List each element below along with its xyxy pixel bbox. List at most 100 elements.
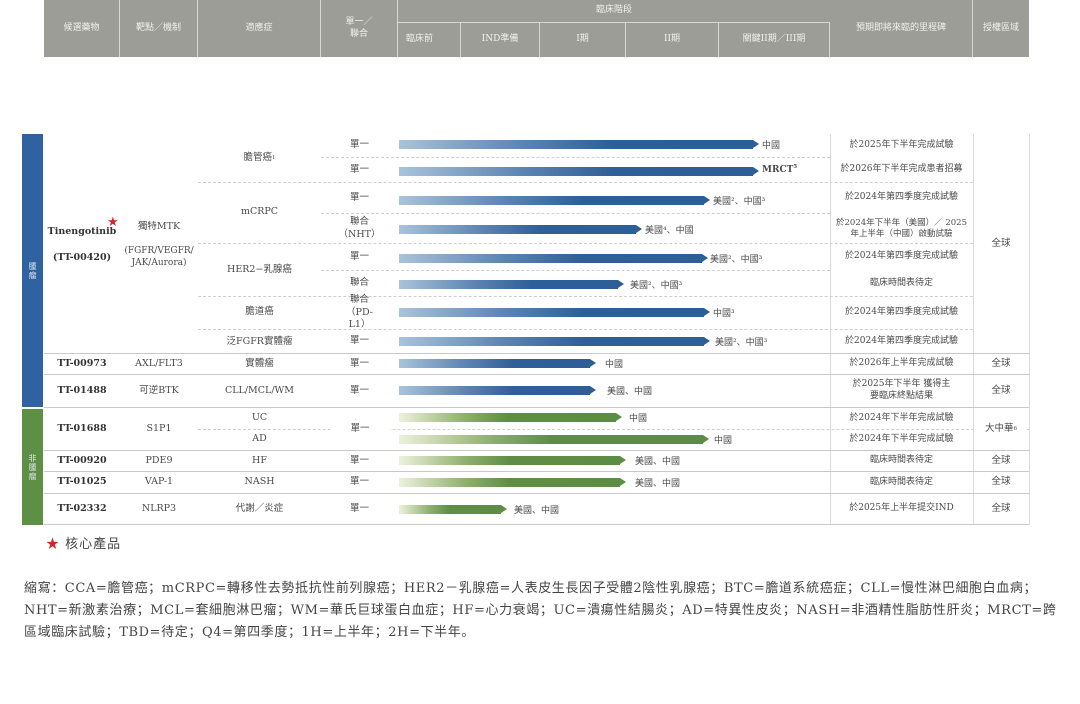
progress-bar xyxy=(399,413,622,422)
progress-bar xyxy=(399,167,759,176)
progress-bar xyxy=(399,456,626,465)
bar-label: 中國 xyxy=(629,414,648,424)
mode: 單一 xyxy=(349,357,369,369)
indication: 實體瘤 xyxy=(245,357,274,369)
candidate-code: TT-02332 xyxy=(57,502,107,514)
milestone: 於2026年上半年完成試驗 xyxy=(849,358,954,369)
bar-label: 美國、中國 xyxy=(635,457,681,467)
mode: 單一 xyxy=(349,502,369,514)
legend-label: 核心產品 xyxy=(65,537,122,552)
bar-label: 中國 xyxy=(605,360,624,370)
target: VAP-1 xyxy=(144,476,174,488)
mode: 單一 xyxy=(349,191,369,203)
milestone: 於2024年第四季度完成試驗 xyxy=(845,192,958,203)
mode: 聯合（PD-L1） xyxy=(346,294,373,331)
header-milestone: 預期即將來臨的里程碑 xyxy=(830,0,973,57)
bar-label: 美國、中國 xyxy=(607,387,653,397)
group-oncology: 腫瘤 xyxy=(22,134,43,407)
candidate-code: TT-01025 xyxy=(57,476,107,488)
target: PDE9 xyxy=(145,454,173,466)
bar-label: 美國²、中國³ xyxy=(710,255,763,265)
header-stage-preclinical: 臨床前 xyxy=(398,23,461,57)
progress-bar xyxy=(399,359,596,368)
indication: NASH xyxy=(244,476,275,488)
progress-bar xyxy=(399,386,596,395)
milestone: 於2025年上半年提交IND xyxy=(849,503,954,514)
indication-pan-fgfr: 泛FGFR實體瘤 xyxy=(226,335,293,347)
milestone: 於2026年下半年完成患者招募 xyxy=(840,164,963,175)
indication: CLL/MCL/WM xyxy=(224,384,295,396)
progress-bar xyxy=(399,196,710,205)
rights: 全球 xyxy=(991,454,1011,466)
header-indication: 適應症 xyxy=(198,0,321,57)
header-candidate: 候選藥物 xyxy=(44,0,120,57)
mode: 單一 xyxy=(330,420,390,438)
rights: 大中華 6 xyxy=(975,420,1027,438)
bar-label: 中國 xyxy=(714,436,733,446)
progress-bar xyxy=(399,505,507,514)
candidate-code: TT-00973 xyxy=(57,357,107,369)
milestone: 於2024年下半年完成試驗 xyxy=(849,433,954,444)
milestone: 於2024年第四季度完成試驗 xyxy=(845,335,958,346)
milestone: 於2024年下半年完成試驗 xyxy=(849,412,954,423)
target: 可逆BTK xyxy=(139,384,179,396)
tinengotinib-target: 獨特MTK xyxy=(137,220,181,232)
tinengotinib-code: (TT-00420) xyxy=(52,251,112,263)
header-target: 靶點／機制 xyxy=(120,0,198,57)
progress-bar xyxy=(399,280,624,289)
indication-her2: HER2−乳腺癌 xyxy=(227,263,292,275)
header-clinical-stage: 臨床階段 xyxy=(398,0,830,23)
core-product-star-icon: ★ xyxy=(107,215,119,230)
milestone: 於2024年第四季度完成試驗 xyxy=(845,307,958,318)
tinengotinib-target-detail: (FGFR/VEGFR/ JAK/Aurora) xyxy=(124,246,194,268)
milestone: 於2024年下半年（美國）／ 2025年上半年（中國）啟動試驗 xyxy=(836,217,967,239)
rights: 全球 xyxy=(991,502,1011,514)
header-stage-phase3: 關鍵II期／III期 xyxy=(719,23,830,57)
indication-btc: 膽道癌 xyxy=(245,305,274,317)
rights: 全球 xyxy=(991,476,1011,488)
header-stage-phase1: I期 xyxy=(540,23,626,57)
mode: 單一 xyxy=(349,139,369,151)
mode: 聯合（NHT） xyxy=(338,216,381,240)
candidate-code: TT-01488 xyxy=(57,384,107,396)
target: S1P1 xyxy=(146,422,172,434)
milestone: 臨床時間表待定 xyxy=(869,455,933,466)
progress-bar xyxy=(399,140,759,149)
milestone: 於2025年下半年完成試驗 xyxy=(849,139,954,150)
progress-bar xyxy=(399,435,709,444)
header-stage-phase2: II期 xyxy=(626,23,719,57)
milestone: 於2024年第四季度完成試驗 xyxy=(845,251,958,262)
header-mono-combo: 單一／聯合 xyxy=(321,0,398,57)
bar-label: 美國、中國 xyxy=(635,479,681,489)
header-rights: 授權區域 xyxy=(973,0,1029,57)
mode: 單一 xyxy=(349,454,369,466)
group-non-oncology: 非腫瘤 xyxy=(22,409,43,525)
bar-label: 美國²、中國³ xyxy=(630,281,683,291)
bar-label: 中國³ xyxy=(713,309,735,319)
progress-bar xyxy=(399,225,642,234)
bar-label: 美國⁴、中國 xyxy=(645,226,694,236)
indication: 代謝／炎症 xyxy=(235,502,284,514)
rights: 全球 xyxy=(991,384,1011,396)
mode: 單一 xyxy=(349,476,369,488)
mode: 單一 xyxy=(349,384,369,396)
header-stage-ind: IND準備 xyxy=(461,23,540,57)
tinengotinib-name: Tinengotinib xyxy=(47,225,117,237)
progress-bar xyxy=(399,337,710,346)
bar-label: 美國²、中國³ xyxy=(713,197,766,207)
bar-label: 中國 xyxy=(762,141,781,151)
indication: HF xyxy=(252,454,267,466)
bar-label: 美國、中國 xyxy=(514,506,560,516)
mode: 聯合 xyxy=(349,277,369,289)
bar-label: 美國²、中國³ xyxy=(715,338,768,348)
progress-bar xyxy=(399,478,626,487)
star-icon: ★ xyxy=(46,537,61,552)
candidate-code: TT-00920 xyxy=(57,454,107,466)
indication-cca: 膽管癌 1 xyxy=(243,151,276,163)
milestone: 於2025年下半年 獲得主要臨床終點結果 xyxy=(852,379,951,401)
abbreviations-note: 縮寫：CCA=膽管癌；mCRPC=轉移性去勢抵抗性前列腺癌；HER2－乳腺癌=人… xyxy=(24,581,1057,640)
progress-bar xyxy=(399,308,710,317)
target: AXL/FLT3 xyxy=(135,357,183,369)
milestone: 臨床時間表待定 xyxy=(869,277,933,288)
progress-bar xyxy=(399,254,708,263)
